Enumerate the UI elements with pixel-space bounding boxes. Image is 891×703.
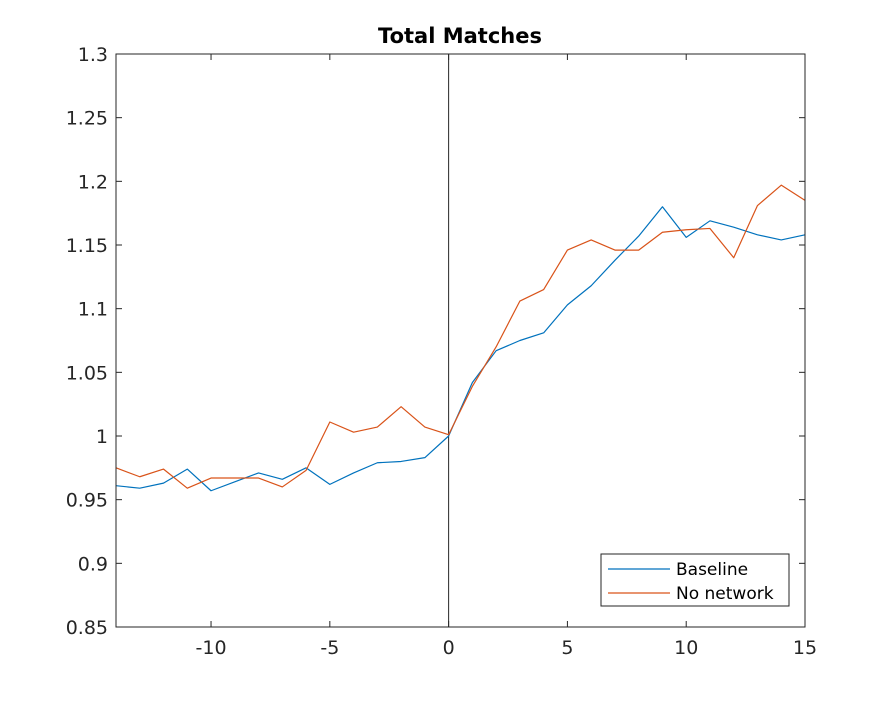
x-tick-label: 10 <box>674 637 698 659</box>
x-tick-label: 0 <box>443 637 455 659</box>
chart-title: Total Matches <box>378 24 542 48</box>
y-tick-label: 1.1 <box>78 299 108 321</box>
y-tick-label: 1.05 <box>66 362 108 384</box>
y-tick-label: 0.85 <box>66 617 108 639</box>
legend-label-no-network: No network <box>676 584 774 604</box>
y-axis: 0.85 0.9 0.95 1 1.05 1.1 1.15 1.2 1.25 1.3 <box>66 44 805 639</box>
x-tick-label: -5 <box>320 637 339 659</box>
x-tick-label: 5 <box>561 637 573 659</box>
x-tick-label: -10 <box>196 637 227 659</box>
legend-label-baseline: Baseline <box>676 560 748 580</box>
y-tick-label: 1.3 <box>78 44 108 66</box>
series-line-no-network <box>115 184 806 489</box>
y-tick-label: 1.25 <box>66 108 108 130</box>
y-tick-label: 0.95 <box>66 490 108 512</box>
legend-box <box>600 553 790 607</box>
x-tick-label: 15 <box>793 637 817 659</box>
y-tick-label: 1.2 <box>78 171 108 193</box>
series-layer <box>115 184 806 492</box>
y-tick-label: 1 <box>96 426 108 448</box>
y-tick-label: 1.15 <box>66 235 108 257</box>
legend: Baseline No network <box>600 553 790 607</box>
plot-area-border <box>115 53 806 628</box>
y-tick-label: 0.9 <box>78 553 108 575</box>
